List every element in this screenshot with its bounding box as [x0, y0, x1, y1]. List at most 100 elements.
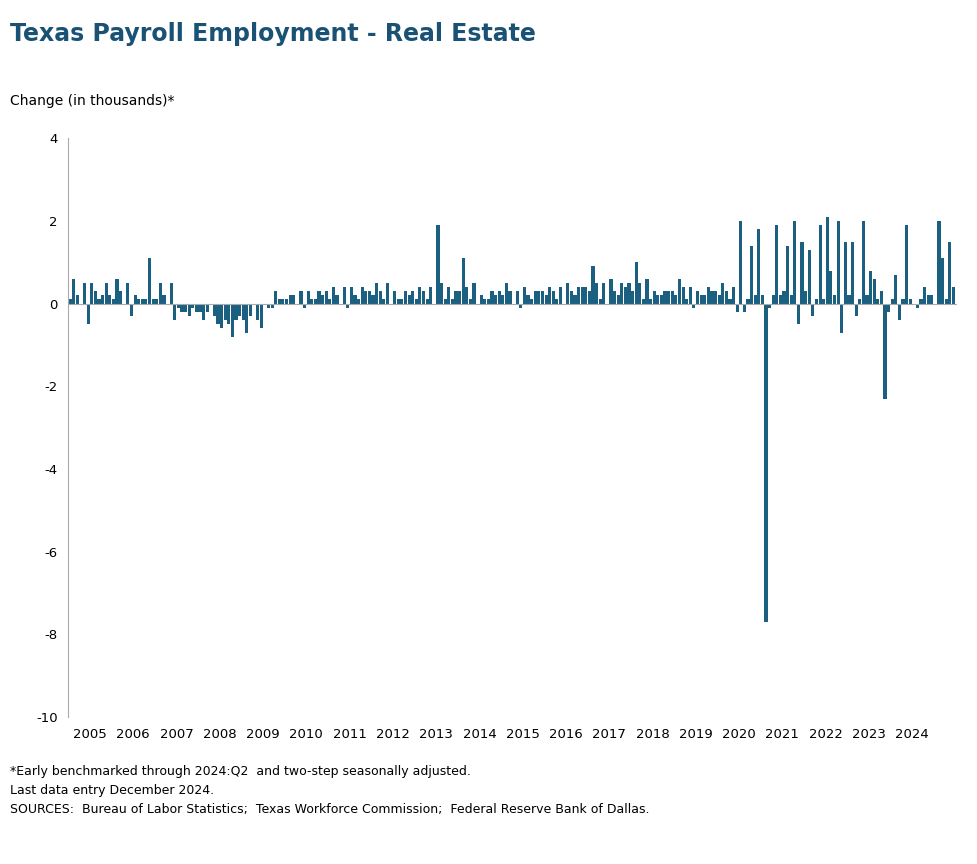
Bar — [732, 287, 735, 303]
Text: Change (in thousands)*: Change (in thousands)* — [10, 94, 174, 108]
Bar — [205, 303, 209, 312]
Bar — [764, 303, 768, 622]
Bar — [833, 295, 836, 303]
Bar — [836, 221, 839, 303]
Bar — [627, 283, 630, 303]
Bar — [288, 295, 292, 303]
Bar — [610, 279, 613, 303]
Bar — [872, 279, 875, 303]
Bar — [909, 300, 912, 303]
Bar — [465, 287, 468, 303]
Bar — [887, 303, 890, 312]
Bar — [444, 300, 446, 303]
Bar — [188, 303, 191, 316]
Bar — [858, 300, 862, 303]
Bar — [90, 283, 94, 303]
Bar — [87, 303, 90, 324]
Bar — [919, 300, 922, 303]
Bar — [426, 300, 429, 303]
Bar — [497, 291, 501, 303]
Bar — [659, 295, 663, 303]
Bar — [480, 295, 483, 303]
Bar — [379, 291, 382, 303]
Bar — [484, 300, 487, 303]
Bar — [414, 300, 418, 303]
Bar — [126, 283, 130, 303]
Bar — [354, 295, 357, 303]
Bar — [241, 303, 245, 321]
Bar — [559, 287, 562, 303]
Bar — [800, 242, 804, 303]
Bar — [162, 295, 165, 303]
Bar — [717, 295, 721, 303]
Bar — [926, 295, 930, 303]
Bar — [577, 287, 580, 303]
Bar — [638, 283, 642, 303]
Bar — [537, 291, 540, 303]
Bar — [224, 303, 227, 321]
Bar — [533, 291, 536, 303]
Bar — [862, 221, 865, 303]
Bar — [105, 283, 107, 303]
Bar — [631, 291, 634, 303]
Bar — [245, 303, 248, 333]
Bar — [429, 287, 432, 303]
Bar — [51, 287, 54, 303]
Bar — [98, 300, 101, 303]
Bar — [76, 295, 79, 303]
Bar — [267, 303, 270, 308]
Bar — [657, 295, 659, 303]
Bar — [761, 295, 764, 303]
Bar — [602, 283, 606, 303]
Bar — [401, 300, 404, 303]
Bar — [740, 221, 743, 303]
Bar — [949, 242, 952, 303]
Bar — [357, 300, 361, 303]
Bar — [382, 300, 386, 303]
Bar — [646, 279, 649, 303]
Bar — [494, 295, 497, 303]
Bar — [368, 291, 371, 303]
Text: SOURCES:  Bureau of Labor Statistics;  Texas Workforce Commission;  Federal Rese: SOURCES: Bureau of Labor Statistics; Tex… — [10, 803, 650, 816]
Bar — [855, 303, 858, 316]
Bar — [94, 291, 97, 303]
Bar — [440, 283, 444, 303]
Bar — [505, 283, 508, 303]
Bar — [941, 258, 944, 303]
Bar — [72, 279, 75, 303]
Bar — [789, 295, 792, 303]
Bar — [750, 245, 753, 303]
Bar — [108, 295, 111, 303]
Bar — [520, 303, 523, 308]
Bar — [667, 291, 670, 303]
Bar — [876, 300, 879, 303]
Bar — [866, 295, 869, 303]
Bar — [847, 295, 851, 303]
Bar — [826, 217, 828, 303]
Bar — [314, 300, 317, 303]
Bar — [595, 283, 598, 303]
Bar — [119, 291, 122, 303]
Bar — [649, 300, 653, 303]
Bar — [706, 287, 710, 303]
Bar — [137, 300, 141, 303]
Bar — [397, 300, 400, 303]
Bar — [202, 303, 205, 321]
Bar — [54, 300, 58, 303]
Bar — [371, 295, 374, 303]
Bar — [213, 303, 216, 316]
Bar — [811, 303, 815, 316]
Bar — [902, 300, 905, 303]
Bar — [703, 295, 706, 303]
Bar — [271, 303, 274, 308]
Bar — [725, 291, 728, 303]
Bar — [584, 287, 587, 303]
Bar — [952, 287, 956, 303]
Bar — [729, 300, 732, 303]
Bar — [181, 303, 184, 312]
Bar — [570, 291, 573, 303]
Bar — [566, 283, 570, 303]
Bar — [364, 291, 367, 303]
Bar — [469, 300, 472, 303]
Bar — [328, 300, 331, 303]
